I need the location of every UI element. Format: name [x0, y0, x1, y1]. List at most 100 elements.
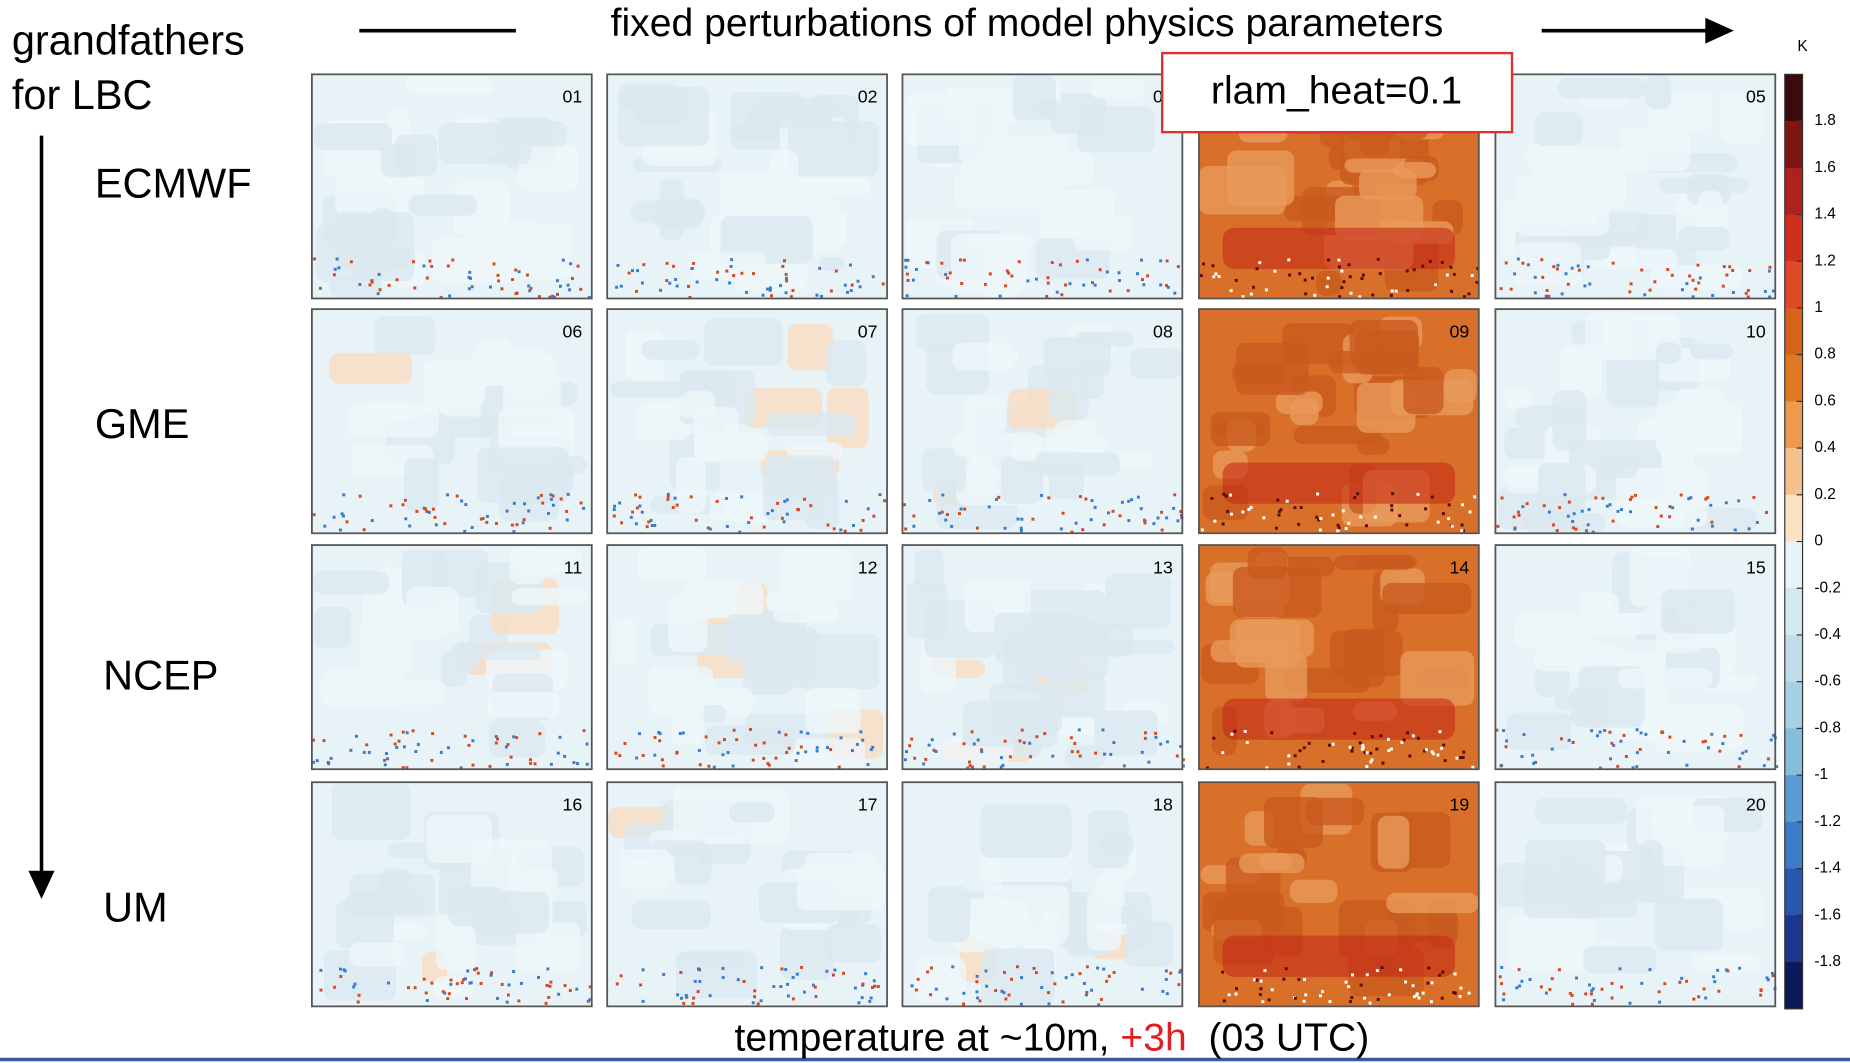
map-speckle: [345, 520, 349, 524]
map-speckle: [1752, 495, 1756, 499]
map-speckle: [1656, 525, 1660, 528]
map-speckle: [424, 991, 428, 995]
map-patch: [1578, 592, 1619, 637]
map-speckle: [423, 507, 427, 511]
map-speckle: [1629, 282, 1633, 286]
map-frame: [311, 544, 593, 771]
map-speckle: [1427, 966, 1431, 970]
map-speckle: [1663, 982, 1667, 986]
map-speckle: [511, 278, 514, 282]
map-speckle: [538, 732, 542, 736]
map-speckle: [1504, 745, 1508, 749]
map-speckle: [866, 763, 870, 766]
map-speckle: [1391, 492, 1395, 496]
map-speckle: [707, 764, 711, 768]
map-patch: [511, 587, 587, 606]
map-speckle: [653, 523, 657, 527]
map-speckle: [1164, 977, 1168, 981]
map-patch: [742, 634, 792, 695]
map-speckle: [983, 282, 987, 286]
map-patch: [1534, 112, 1583, 146]
map-speckle: [1331, 513, 1335, 517]
colorbar-segment: [1784, 868, 1803, 916]
map-speckle: [1347, 263, 1351, 267]
map-speckle: [1721, 284, 1725, 288]
map-speckle: [401, 730, 405, 734]
map-speckle: [615, 982, 619, 986]
map-speckle: [1421, 264, 1425, 268]
map-speckle: [650, 524, 654, 528]
colorbar-segment: [1784, 121, 1803, 169]
map-speckle: [766, 762, 770, 766]
map-speckle: [753, 995, 757, 999]
map-speckle: [1337, 526, 1341, 530]
map-speckle: [1003, 526, 1007, 530]
map-speckle: [1402, 738, 1406, 742]
map-speckle: [980, 750, 984, 754]
map-patch: [963, 700, 1058, 748]
map-patch: [1359, 168, 1417, 200]
map-speckle: [1521, 261, 1525, 265]
map-speckle: [1001, 763, 1005, 767]
map-speckle: [959, 507, 963, 511]
map-speckle: [1279, 508, 1283, 512]
map-speckle: [736, 978, 740, 982]
map-speckle: [1634, 493, 1637, 497]
map-speckle: [645, 525, 649, 529]
map-speckle: [1109, 752, 1113, 756]
map-patch: [994, 612, 1082, 664]
map-speckle: [1340, 286, 1344, 290]
map-speckle: [507, 983, 511, 987]
map-speckle: [1505, 739, 1509, 743]
map-speckle: [873, 984, 877, 988]
map-speckle: [1297, 977, 1301, 981]
map-speckle: [1610, 981, 1614, 985]
map-patch: [1652, 805, 1725, 866]
map-patch: [635, 86, 687, 125]
map-speckle: [945, 276, 949, 280]
map-speckle: [999, 756, 1003, 760]
map-speckle: [1160, 510, 1164, 514]
map-speckle: [966, 766, 970, 770]
map-speckle: [1689, 496, 1693, 500]
map-patch: [1000, 456, 1044, 504]
map-speckle: [1348, 275, 1352, 279]
map-speckle: [357, 993, 361, 997]
map-speckle: [1696, 518, 1700, 522]
map-speckle: [1657, 990, 1661, 994]
map-speckle: [692, 996, 696, 1000]
map-patch: [1598, 455, 1639, 479]
map-speckle: [1365, 973, 1369, 977]
map-speckle: [740, 271, 744, 275]
map-speckle: [1541, 275, 1545, 279]
map-speckle: [527, 509, 531, 513]
map-speckle: [1267, 998, 1271, 1002]
map-speckle: [356, 1000, 360, 1004]
map-speckle: [1147, 760, 1151, 764]
map-speckle: [787, 746, 791, 750]
map-speckle: [1517, 513, 1521, 517]
map-speckle: [815, 746, 819, 750]
map-speckle: [1111, 509, 1115, 513]
map-speckle: [751, 758, 755, 762]
map-speckle: [548, 295, 552, 299]
map-patch: [779, 548, 852, 602]
map-speckle: [552, 295, 556, 299]
map-speckle: [1680, 976, 1684, 980]
map-speckle: [527, 284, 531, 288]
map-speckle: [548, 526, 552, 530]
map-patch: [736, 614, 774, 646]
map-speckle: [428, 259, 432, 263]
map-speckle: [1499, 287, 1503, 291]
map-speckle: [1594, 496, 1598, 500]
map-speckle: [1712, 975, 1716, 979]
map-speckle: [1608, 503, 1612, 507]
map-speckle: [1293, 506, 1297, 510]
colorbar-tick-label: 1.8: [1814, 112, 1835, 129]
map-speckle: [349, 748, 353, 752]
map-speckle: [587, 295, 591, 299]
map-speckle: [806, 731, 810, 735]
map-speckle: [1047, 1002, 1051, 1006]
map-speckle: [1277, 513, 1281, 517]
map-speckle: [1233, 729, 1237, 733]
